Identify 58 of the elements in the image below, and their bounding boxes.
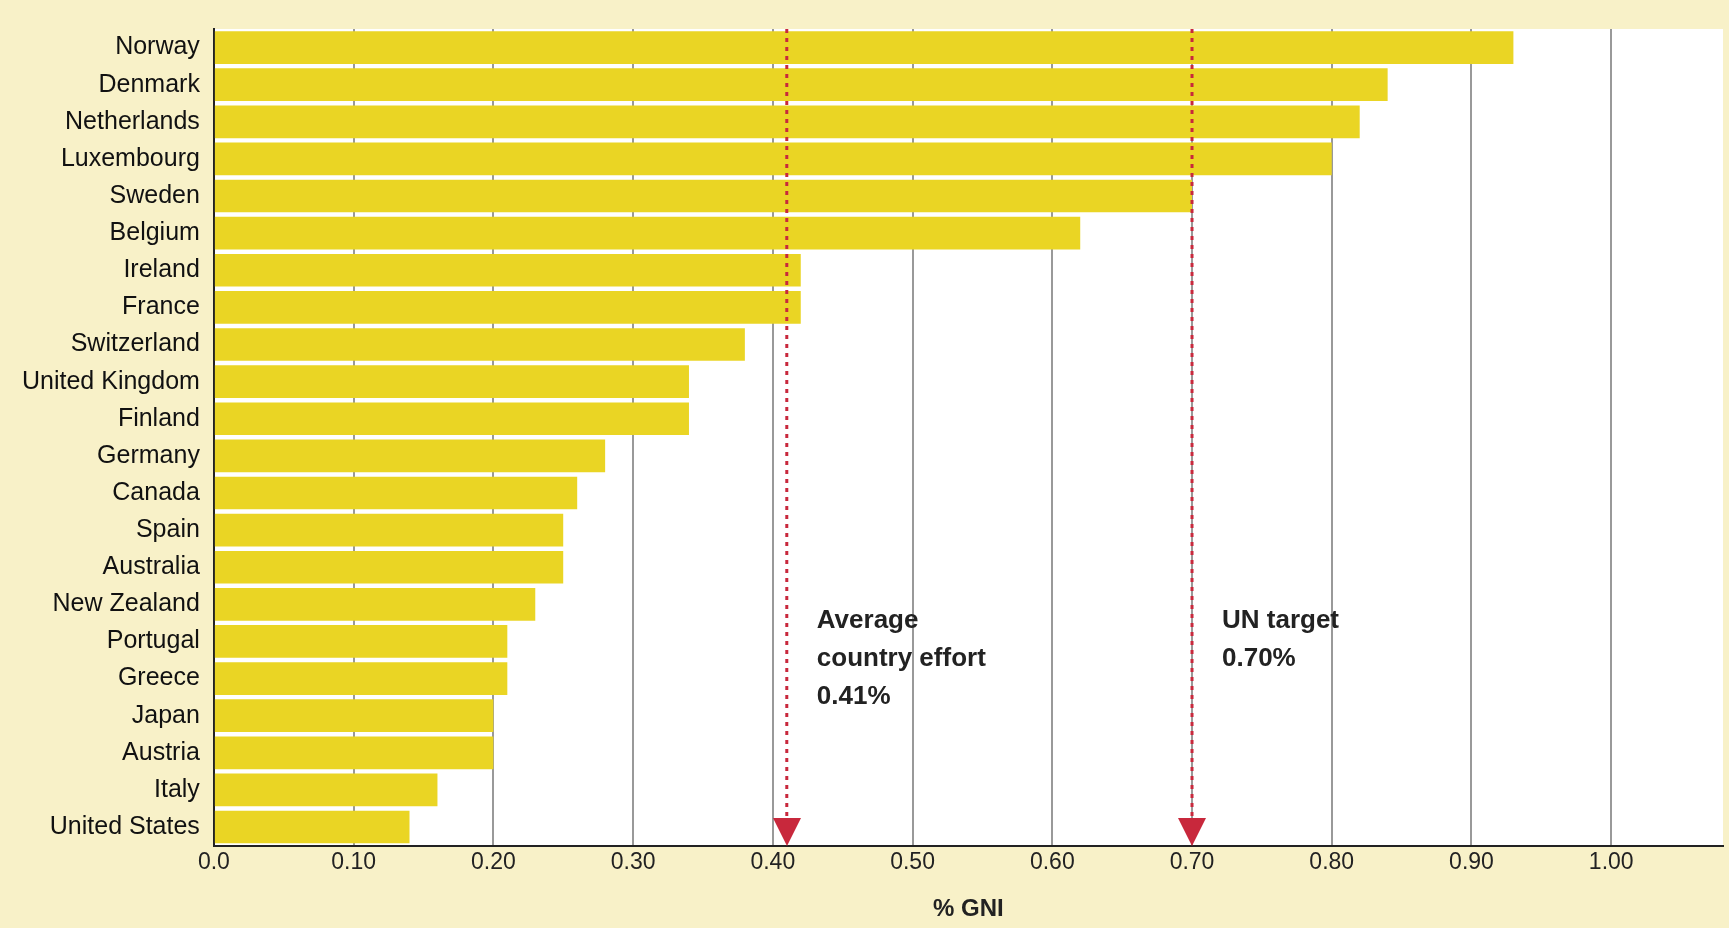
x-tick-label: 0.50 (890, 847, 935, 874)
bar (214, 662, 508, 695)
y-tick-label: France (122, 291, 200, 320)
bar (214, 550, 564, 584)
x-tick-label: 0.60 (1029, 847, 1075, 874)
y-tick-label: Finland (117, 402, 200, 431)
bar (214, 68, 1388, 102)
y-tick-label: Portugal (106, 625, 200, 654)
y-tick-label: Switzerland (70, 328, 200, 357)
y-tick-label: Japan (131, 699, 200, 728)
bar (214, 142, 1332, 176)
x-tick-label: 0.80 (1309, 847, 1355, 874)
y-tick-label: United Kingdom (21, 365, 200, 394)
y-tick-label: Netherlands (65, 105, 200, 134)
bar (214, 699, 494, 733)
bar (214, 513, 564, 547)
bar (214, 105, 1360, 139)
y-tick-label: Italy (154, 773, 201, 802)
x-tick-label: 0.70 (1169, 847, 1215, 874)
x-tick-label: 0.90 (1449, 847, 1494, 874)
x-tick-label: 0.30 (610, 847, 656, 874)
x-tick-label: 0.20 (470, 847, 516, 874)
bar (214, 328, 745, 361)
bar (214, 402, 689, 436)
y-tick-label: Spain (135, 513, 200, 542)
y-tick-label: New Zealand (52, 588, 200, 617)
bar (214, 216, 1081, 250)
x-axis-title: % GNI (933, 894, 1004, 922)
x-tick-label: 0.40 (750, 847, 796, 874)
y-tick-label: Denmark (98, 68, 201, 97)
bar (214, 810, 410, 844)
y-tick-label: Ireland (123, 254, 200, 283)
y-tick-label: Australia (102, 551, 200, 580)
bar (214, 291, 801, 324)
y-tick-label: Belgium (109, 217, 200, 246)
bar (214, 179, 1193, 213)
bar (214, 476, 578, 510)
ref-line-label: UN target 0.70% (1222, 604, 1340, 673)
y-tick-label: Germany (97, 439, 201, 468)
ref-line-label: Average country effort 0.41% (816, 604, 987, 711)
bar (214, 625, 508, 658)
bar (214, 439, 606, 473)
y-tick-label: United States (49, 810, 200, 839)
bar (214, 736, 494, 770)
y-tick-label: Greece (117, 662, 200, 691)
bar (214, 773, 438, 807)
y-tick-label: Canada (112, 476, 200, 505)
x-tick-label: 0.10 (331, 847, 376, 874)
y-tick-label: Norway (115, 31, 201, 60)
x-tick-label: 1.00 (1588, 847, 1634, 874)
y-tick-label: Luxembourg (60, 142, 200, 171)
bar (214, 253, 801, 287)
y-tick-label: Austria (122, 736, 200, 765)
y-tick-label: Sweden (109, 179, 200, 208)
x-tick-label: 0.0 (197, 847, 230, 874)
bar (214, 365, 689, 398)
bar (214, 588, 536, 621)
bar (214, 31, 1514, 64)
